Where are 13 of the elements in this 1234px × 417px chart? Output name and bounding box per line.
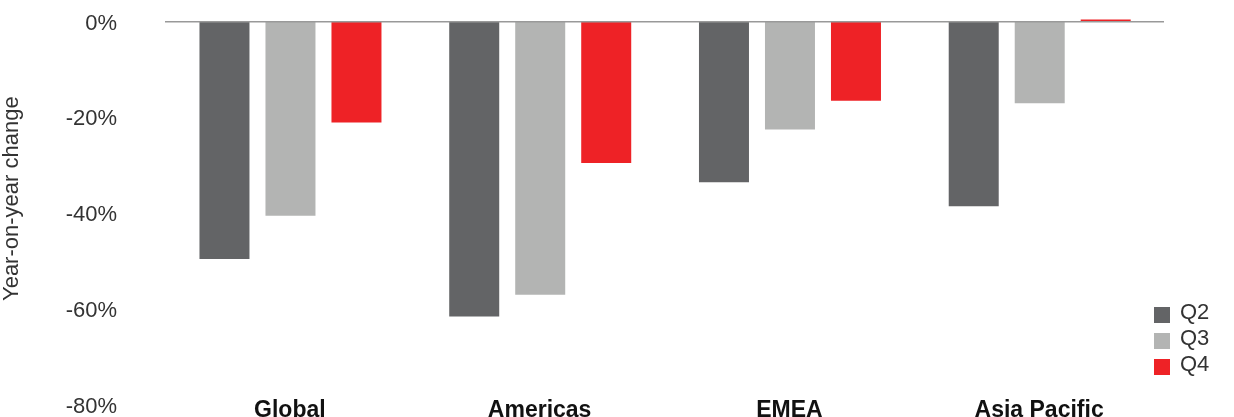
x-tick-label: EMEA bbox=[756, 396, 823, 417]
legend-label: Q4 bbox=[1180, 351, 1210, 376]
x-tick-label: Asia Pacific bbox=[974, 396, 1104, 417]
legend-label: Q3 bbox=[1180, 325, 1210, 350]
x-tick-label: Americas bbox=[487, 396, 592, 417]
y-tick-label: -60% bbox=[65, 297, 117, 323]
x-tick-label: Global bbox=[254, 396, 326, 417]
y-tick-label: 0% bbox=[85, 9, 117, 35]
y-tick-label: -20% bbox=[65, 105, 117, 131]
y-tick-label: -80% bbox=[65, 392, 117, 417]
y-axis-title: Year-on-year change bbox=[0, 96, 23, 301]
y-tick-label: -40% bbox=[65, 201, 117, 227]
legend-label: Q2 bbox=[1180, 299, 1210, 324]
